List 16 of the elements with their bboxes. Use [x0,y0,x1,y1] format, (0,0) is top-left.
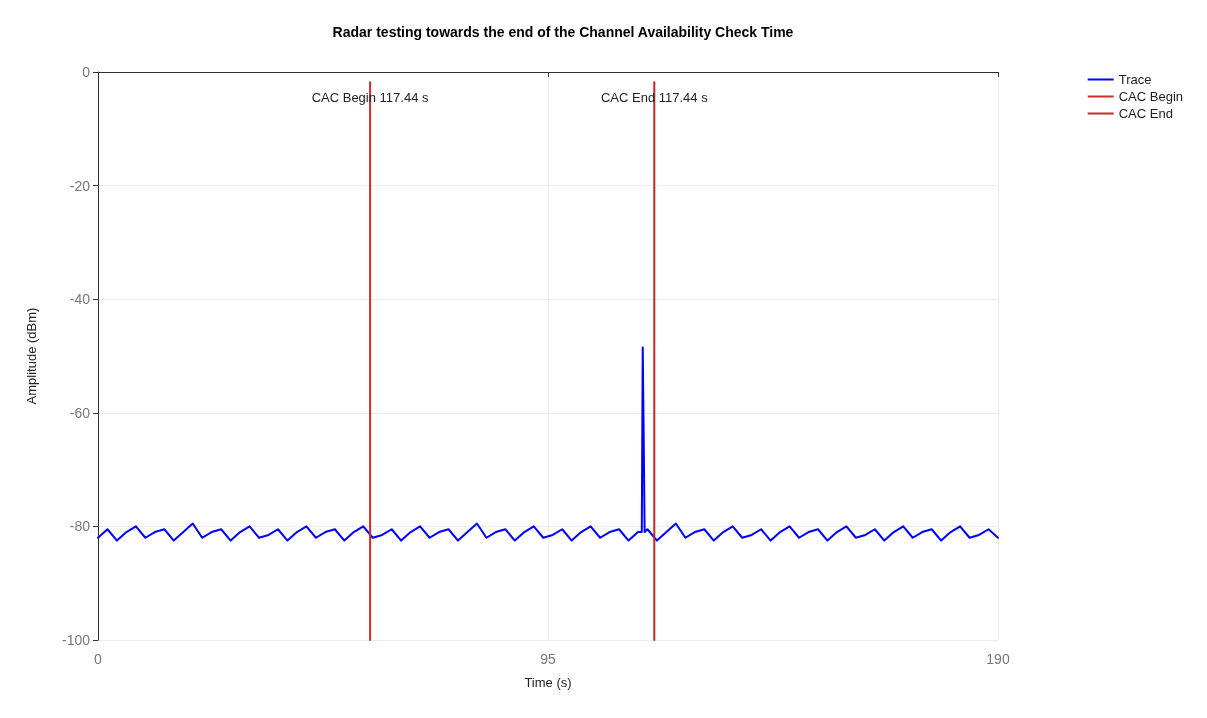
y-axis-title: Amplitude (dBm) [24,307,39,405]
legend-label: CAC Begin [1118,89,1183,104]
y-tick-label: 0 [82,64,91,80]
x-tick-label: 0 [94,651,103,667]
x-axis-title: Time (s) [524,675,572,690]
line-series [97,346,999,542]
y-tick-label: -80 [69,518,91,535]
x-tick-label: 95 [540,651,556,667]
chart-title: Radar testing towards the end of the Channel Availability Check Time [332,24,794,40]
legend-label: CAC End [1118,106,1173,121]
y-tick-label: -60 [69,404,91,421]
y-tick-label: -20 [69,177,91,194]
y-tick-label: -40 [69,291,91,308]
legend-label: Trace [1118,72,1152,87]
y-tick-label: -100 [61,632,91,648]
x-tick-label: 190 [986,651,1010,667]
